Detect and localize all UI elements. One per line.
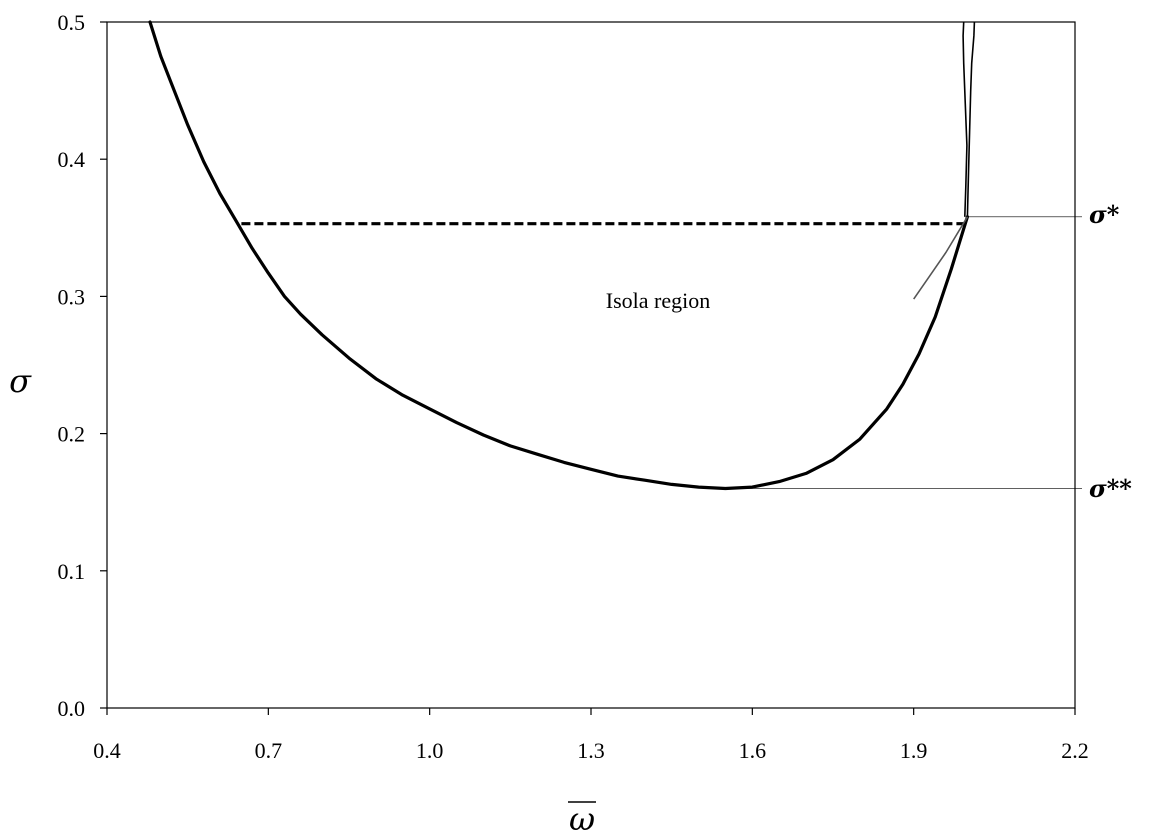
y-tick-label: 0.1 <box>58 559 86 584</box>
sigma-star-star-label: σ** <box>1089 474 1132 503</box>
reference-lines <box>725 216 1082 489</box>
x-tick-label: 1.3 <box>577 738 605 763</box>
sigma-star-label: σ* <box>1089 200 1120 229</box>
plot-frame <box>106 21 1076 709</box>
x-axis-label: ω <box>569 800 595 838</box>
y-tick-label: 0.0 <box>58 696 86 721</box>
y-tick-label: 0.2 <box>58 422 86 447</box>
x-tick-label: 0.7 <box>255 738 283 763</box>
stability-boundary-curve <box>148 20 970 491</box>
y-tick-label: 0.3 <box>58 284 86 309</box>
y-tick-label: 0.5 <box>58 10 86 35</box>
series-layer <box>148 20 976 491</box>
y-axis-label: σ <box>9 362 32 400</box>
x-tick-label: 1.0 <box>416 738 444 763</box>
ticks-layer: 0.4 0.7 1.0 1.3 1.6 1.9 2.2 0.0 0.1 0.2 0.3 0.4 0.5 <box>58 10 1089 763</box>
x-tick-label: 0.4 <box>93 738 121 763</box>
y-tick-label: 0.4 <box>58 147 86 172</box>
x-tick-label: 1.9 <box>900 738 928 763</box>
tangent-gray-line <box>913 216 969 300</box>
branch-right-line <box>966 21 976 217</box>
region-annotation: Isola region <box>606 288 710 313</box>
branch-left-line <box>962 21 968 217</box>
x-tick-label: 1.6 <box>739 738 767 763</box>
x-tick-label: 2.2 <box>1061 738 1089 763</box>
